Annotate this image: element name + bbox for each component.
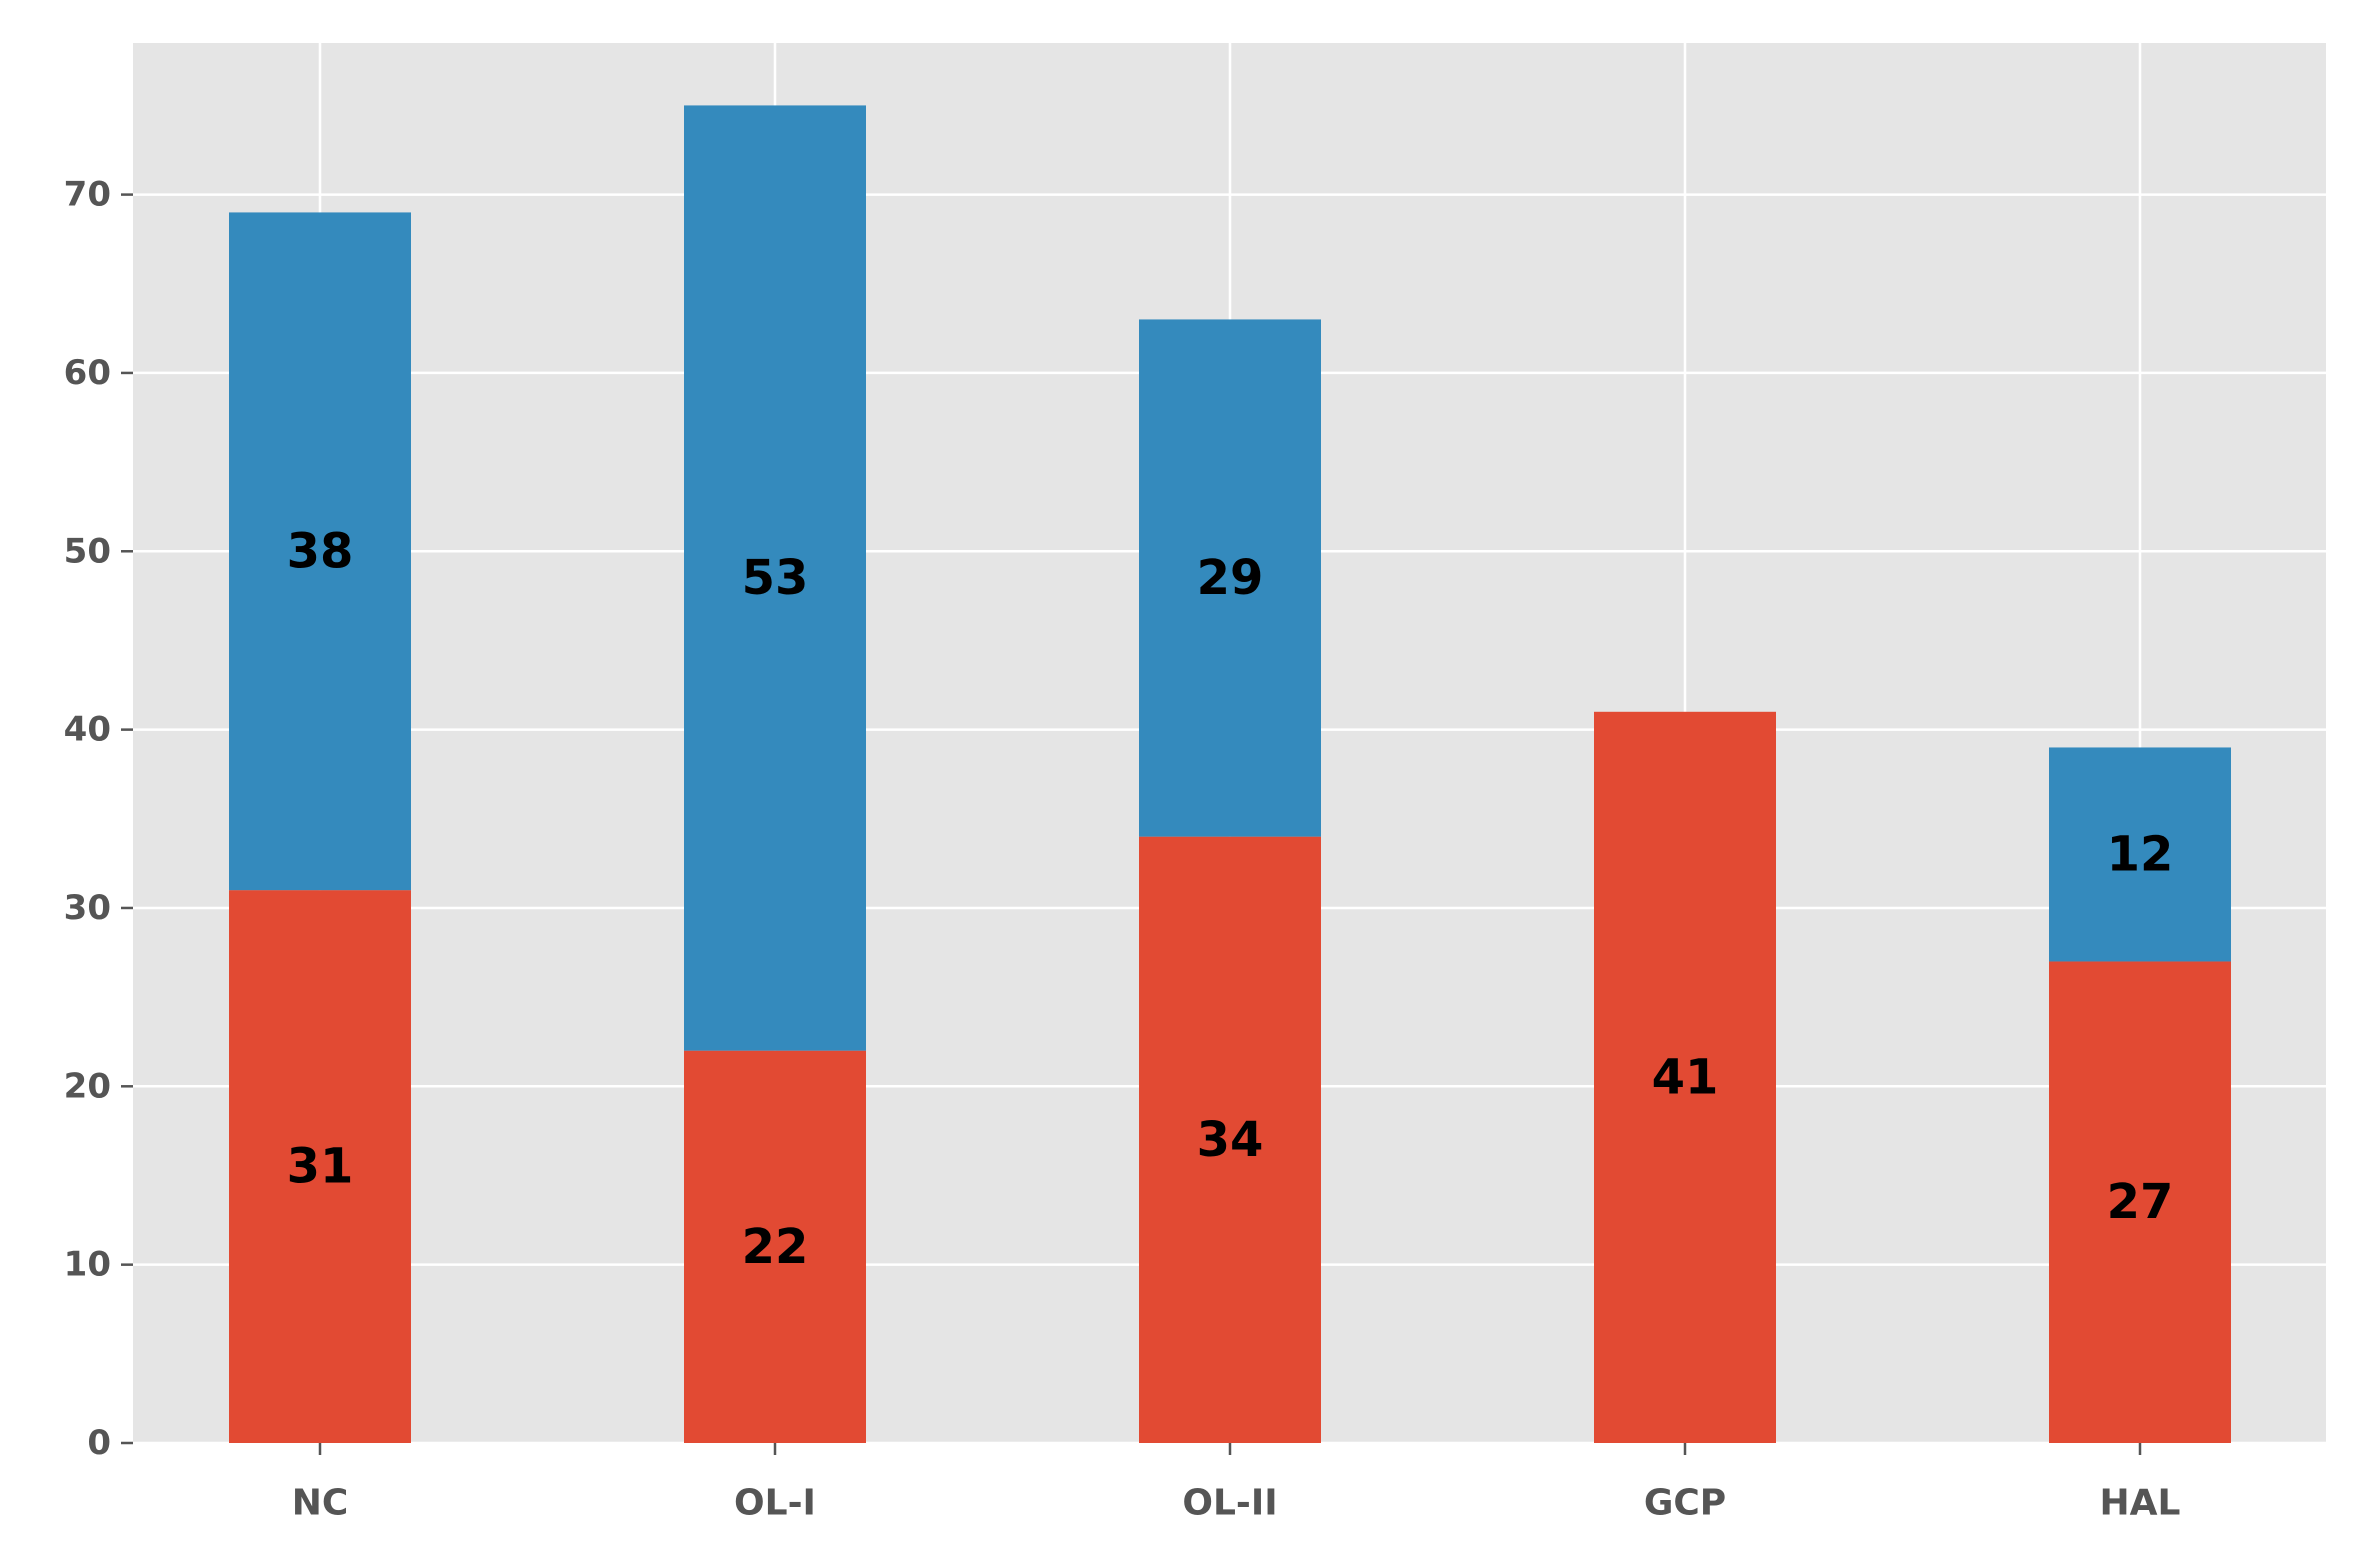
data-label-HAL-top: 12 <box>2107 826 2174 882</box>
x-tick-label: OL-I <box>734 1483 816 1524</box>
x-tick-label: GCP <box>1644 1483 1726 1524</box>
data-label-OL-II-top: 29 <box>1197 550 1264 606</box>
y-tick-label: 40 <box>64 710 111 750</box>
y-tick-label: 10 <box>64 1245 111 1285</box>
y-tick-label: 30 <box>64 888 111 928</box>
x-tick-label: NC <box>292 1483 349 1524</box>
data-label-OL-I-bottom: 22 <box>742 1219 809 1275</box>
data-label-HAL-bottom: 27 <box>2107 1174 2174 1230</box>
bar-segment-GCP-bottom <box>1594 711 1776 1443</box>
y-tick-label: 0 <box>87 1423 111 1463</box>
bar-segment-OL-II-top <box>1139 319 1321 837</box>
data-labels: 31 38 22 53 34 29 41 27 12 <box>287 523 2174 1275</box>
x-axis: NC OL-I OL-II GCP HAL <box>292 1443 2181 1524</box>
data-label-OL-I-top: 53 <box>742 550 809 606</box>
bar-segment-OL-I-top <box>684 105 866 1051</box>
bar-segment-NC-bottom <box>229 890 411 1443</box>
y-tick-label: 70 <box>64 175 111 215</box>
data-label-NC-top: 38 <box>287 523 354 579</box>
bar-segment-OL-I-bottom <box>684 1050 866 1443</box>
bar-segment-NC-top <box>229 212 411 891</box>
y-tick-label: 50 <box>64 531 111 571</box>
data-label-OL-II-bottom: 34 <box>1197 1112 1264 1168</box>
data-label-NC-bottom: 31 <box>287 1139 354 1195</box>
bars <box>229 105 2231 1443</box>
x-tick-label: HAL <box>2100 1483 2181 1524</box>
bar-segment-HAL-bottom <box>2049 961 2231 1443</box>
y-tick-label: 20 <box>64 1066 111 1106</box>
data-label-GCP-bottom: 41 <box>1652 1049 1719 1105</box>
x-tick-label: OL-II <box>1182 1483 1277 1524</box>
bar-segment-OL-II-bottom <box>1139 836 1321 1443</box>
y-tick-label: 60 <box>64 353 111 393</box>
y-axis: 0 10 20 30 40 50 60 70 <box>64 175 133 1463</box>
bar-segment-HAL-top <box>2049 747 2231 962</box>
